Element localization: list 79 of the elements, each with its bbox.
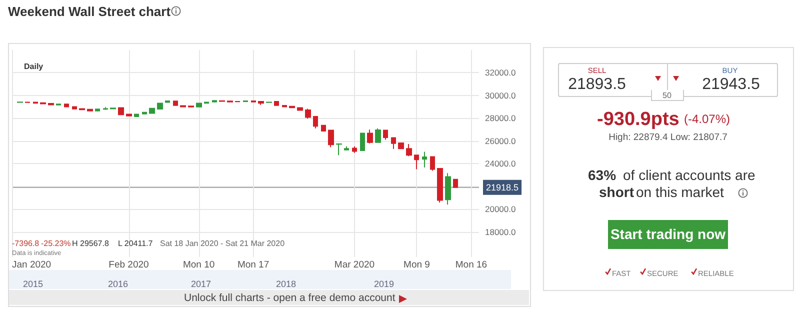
x-tick-label: Mon 17 [237, 260, 270, 270]
text: (-4.07%) [684, 112, 730, 126]
y-tick-label: 30000.0 [485, 90, 516, 100]
x-tick-label: Mon 9 [404, 260, 430, 270]
candlestick [313, 116, 318, 129]
text: 2016 [108, 279, 128, 289]
candlestick [157, 102, 163, 110]
candlestick [173, 100, 178, 106]
candlestick [321, 124, 326, 132]
candlestick [398, 142, 404, 150]
candlestick [258, 100, 264, 106]
text: 2019 [374, 279, 394, 289]
text: 2017 [191, 279, 212, 289]
text: short [599, 184, 634, 200]
candlestick [149, 108, 155, 114]
candlestick [453, 178, 458, 188]
candlestick [103, 106, 108, 110]
ref-line-label: 21918.5 [486, 182, 519, 192]
candlestick [391, 137, 396, 150]
annotation: Sat 18 Jan 2020 - Sat 21 Mar 2020 [160, 239, 285, 248]
candlestick [274, 100, 279, 106]
candlestick [196, 102, 202, 108]
candlestick [289, 106, 295, 108]
x-tick-label: Mon 10 [182, 260, 215, 270]
candlestick [305, 108, 311, 120]
annotation: H 29567.8 [72, 239, 109, 248]
text: 2018 [276, 279, 296, 289]
candlestick [445, 172, 451, 206]
candlestick [344, 146, 349, 151]
x-tick-label: Mar 2020 [334, 260, 375, 270]
candlestick [430, 156, 435, 172]
annotation: Daily [24, 62, 44, 71]
candlestick [383, 129, 388, 140]
candlestick [367, 129, 373, 144]
y-tick-label: 20000.0 [485, 204, 516, 214]
candlestick [437, 168, 443, 204]
text: 21943.5 [701, 76, 761, 93]
candlestick [142, 112, 147, 115]
candlestick [375, 128, 381, 143]
text: on this market [636, 184, 724, 200]
annotation: -7396.8 [12, 239, 40, 248]
candlestick [328, 130, 334, 148]
candlestick [422, 151, 427, 168]
text: 21893.5 [567, 76, 627, 93]
y-tick-label: 24000.0 [485, 158, 516, 169]
candlestick [87, 108, 93, 112]
x-tick-label: Feb 2020 [108, 260, 149, 270]
annotation: -25.23% [41, 239, 71, 248]
y-tick-label: 18000.0 [485, 226, 516, 237]
annotation: L 20411.7 [118, 239, 153, 248]
y-tick-label: 26000.0 [485, 136, 516, 146]
candlestick [406, 144, 412, 157]
y-tick-label: 32000.0 [485, 68, 516, 78]
candlestick [72, 106, 77, 110]
candlestick [48, 102, 54, 106]
y-tick-label: 28000.0 [485, 113, 516, 124]
text: 50 [662, 91, 672, 100]
text: 63% [588, 167, 616, 183]
candlestick [134, 114, 139, 118]
candlestick [95, 108, 100, 112]
candlestick [64, 104, 69, 108]
x-tick-label: Jan 2020 [12, 260, 52, 270]
text: Start trading now [608, 220, 728, 249]
candlestick [414, 154, 419, 170]
text: Unlock full charts - open a free demo account [184, 292, 396, 304]
text: 2015 [23, 279, 44, 289]
candlestick [336, 142, 342, 156]
x-tick-label: Mon 16 [455, 260, 488, 270]
text: -930.9pts [597, 109, 680, 130]
candlestick [282, 104, 287, 108]
candlestick [165, 100, 170, 103]
candlestick [297, 107, 303, 111]
text: of client accounts are [623, 167, 756, 183]
candlestick [352, 146, 357, 154]
candlestick [118, 107, 124, 116]
candlestick [126, 114, 132, 116]
text: High: 22879.4 Low: 21807.7 [608, 132, 728, 143]
candlestick [360, 132, 365, 152]
chart-title: Weekend Wall Street chart [8, 4, 171, 19]
